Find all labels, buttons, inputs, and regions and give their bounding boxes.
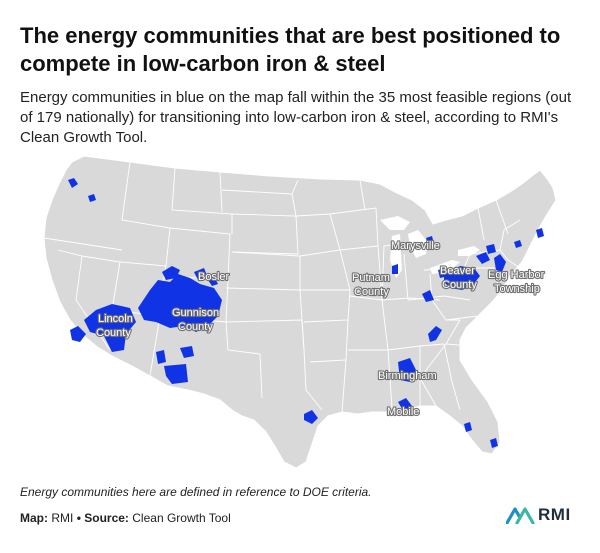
rmi-logo-icon — [506, 507, 535, 524]
label-marysville: Marysville — [391, 240, 440, 252]
region-pa-north — [486, 244, 496, 254]
rmi-logo-text: RMI — [538, 505, 571, 524]
region-nm-a — [156, 350, 166, 364]
label-mobile: Mobile — [387, 406, 419, 418]
region-fl-b — [490, 438, 498, 448]
region-bosler-a — [194, 268, 208, 280]
label-bosler: Bosler — [198, 271, 230, 283]
map-subtitle: Energy communities in blue on the map fa… — [20, 89, 572, 146]
region-mobile — [398, 398, 412, 412]
region-gunnison — [138, 274, 222, 332]
label-eggharbor-line1: Egg Harbor — [488, 269, 545, 281]
region-utah-north — [162, 266, 180, 280]
region-putnam — [392, 264, 398, 274]
city-labels: Marysville Putnam County Beaver County E… — [95, 239, 546, 419]
source-value: Clean Growth Tool — [132, 511, 231, 525]
map-title: The energy communities that are best pos… — [20, 23, 561, 76]
region-birmingham — [398, 358, 416, 382]
us-outline — [43, 155, 557, 469]
state-boundaries — [43, 161, 521, 413]
label-birmingham: Birmingham — [378, 370, 437, 382]
label-eggharbor-line2: Township — [494, 283, 540, 295]
credits-line: Map: RMI • Source: Clean Growth Tool — [20, 511, 231, 525]
region-eggharbor — [494, 254, 506, 272]
region-pa-east — [476, 252, 490, 264]
region-ne-b — [514, 240, 522, 248]
us-map-svg: Marysville Putnam County Beaver County E… — [43, 155, 557, 469]
us-map: Marysville Putnam County Beaver County E… — [0, 150, 600, 480]
label-beaver-line1: Beaver — [440, 265, 475, 277]
map-credit-value: RMI — [51, 511, 74, 525]
region-nm-c — [164, 364, 188, 384]
region-lincoln — [84, 304, 136, 352]
source-label: Source: — [84, 511, 129, 525]
region-marysville — [426, 236, 434, 246]
region-tn — [428, 326, 442, 342]
credit-separator: • — [76, 511, 81, 525]
label-lincoln-line2: County — [96, 327, 131, 339]
region-in — [422, 290, 434, 302]
region-ne-a — [536, 228, 544, 238]
label-beaver-line2: County — [442, 279, 477, 291]
definition-note: Energy communities here are defined in r… — [20, 485, 372, 499]
rmi-logo: RMI — [506, 503, 571, 527]
region-beaver — [444, 266, 480, 290]
map-credit-label: Map: — [20, 511, 48, 525]
highlight-regions — [68, 178, 544, 448]
label-gunnison-line1: Gunnison — [172, 307, 219, 319]
region-bosler-b — [208, 276, 218, 286]
label-lincoln-line1: Lincoln — [98, 313, 133, 325]
label-putnam-line2: County — [354, 286, 389, 298]
region-pnw-b — [88, 194, 96, 202]
label-gunnison-line2: County — [178, 321, 213, 333]
region-pnw-a — [68, 178, 78, 188]
region-texas — [304, 410, 318, 424]
region-fl-a — [464, 422, 472, 432]
region-az-west — [70, 326, 86, 342]
region-nm-b — [180, 346, 194, 358]
label-putnam-line1: Putnam — [352, 272, 390, 284]
